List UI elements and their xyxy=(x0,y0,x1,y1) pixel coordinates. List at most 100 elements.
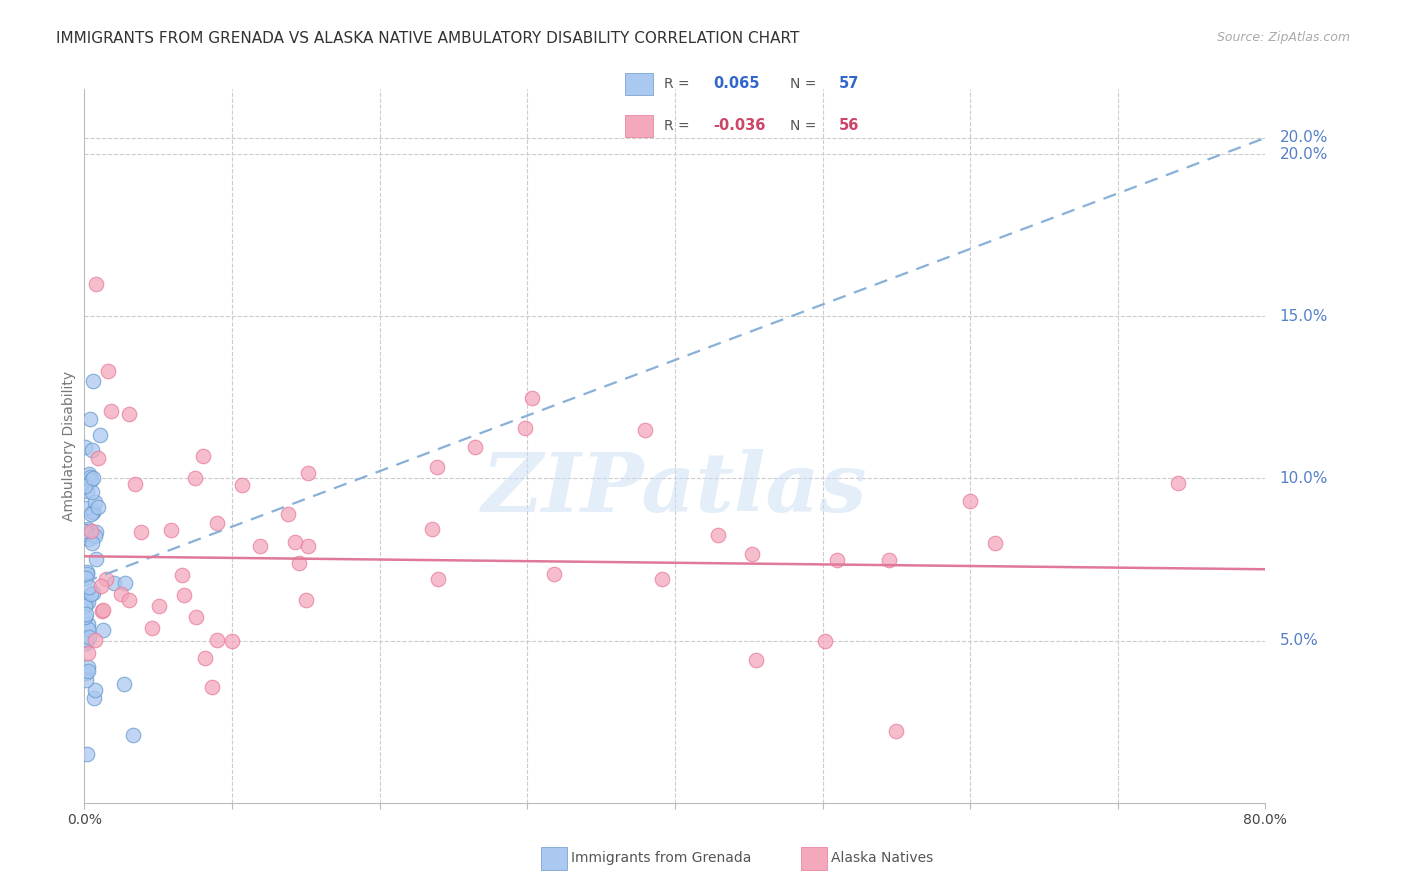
Point xyxy=(75,501,97,516)
Point xyxy=(84,494,107,508)
Point xyxy=(93,624,115,638)
Point xyxy=(76,595,98,609)
Point xyxy=(79,587,101,601)
Text: ZIPatlas: ZIPatlas xyxy=(482,449,868,529)
Point xyxy=(75,524,97,538)
Point xyxy=(94,572,117,586)
Point xyxy=(83,690,105,705)
Point xyxy=(89,427,111,442)
Point xyxy=(194,650,217,665)
Point xyxy=(427,572,450,586)
Point xyxy=(148,599,170,614)
Point xyxy=(75,609,97,624)
Point xyxy=(184,610,207,624)
Point xyxy=(100,404,122,418)
Text: 20.0%: 20.0% xyxy=(1279,146,1327,161)
Point xyxy=(201,680,224,694)
Point xyxy=(79,470,101,484)
Point xyxy=(745,653,768,667)
Bar xyxy=(626,115,652,137)
Point xyxy=(77,467,100,482)
Point xyxy=(76,566,98,581)
Point xyxy=(1167,475,1189,490)
Point xyxy=(75,673,97,687)
Point xyxy=(75,607,97,621)
Point xyxy=(93,603,115,617)
Point xyxy=(221,633,243,648)
Point xyxy=(184,471,207,485)
Point xyxy=(75,571,97,585)
Point xyxy=(420,522,443,536)
Point xyxy=(76,616,98,631)
Point xyxy=(76,590,98,604)
Point xyxy=(118,407,141,421)
Point xyxy=(141,621,163,635)
Point xyxy=(124,476,146,491)
Point xyxy=(825,552,848,566)
Point xyxy=(170,568,193,582)
Text: 5.0%: 5.0% xyxy=(1279,633,1319,648)
Point xyxy=(877,553,900,567)
Point xyxy=(80,484,103,499)
Point xyxy=(80,524,103,538)
Point xyxy=(84,552,107,566)
Point xyxy=(97,364,120,378)
Point xyxy=(83,682,105,697)
Point xyxy=(77,580,100,594)
Point xyxy=(76,483,98,498)
Point xyxy=(91,604,114,618)
Point xyxy=(75,479,97,493)
Point xyxy=(75,524,97,539)
Point xyxy=(86,500,108,515)
Point xyxy=(82,586,104,600)
Point xyxy=(231,478,253,492)
Point xyxy=(76,660,98,674)
Y-axis label: Ambulatory Disability: Ambulatory Disability xyxy=(62,371,76,521)
Point xyxy=(513,421,536,435)
Point xyxy=(79,507,101,521)
Point xyxy=(75,527,97,541)
Point xyxy=(75,599,97,613)
Point xyxy=(75,524,97,539)
Point xyxy=(84,632,107,647)
Point xyxy=(205,633,228,648)
Point xyxy=(82,505,104,519)
Point xyxy=(90,579,112,593)
Text: N =: N = xyxy=(790,77,821,91)
Point xyxy=(959,494,981,508)
Point xyxy=(114,576,136,591)
Text: 15.0%: 15.0% xyxy=(1279,309,1327,324)
Point xyxy=(522,391,544,405)
Point xyxy=(634,423,657,437)
Point xyxy=(173,588,195,602)
Text: 57: 57 xyxy=(839,76,859,91)
Text: R =: R = xyxy=(664,119,693,133)
Point xyxy=(77,665,100,679)
Point xyxy=(112,677,135,691)
Point xyxy=(77,630,100,644)
Point xyxy=(543,566,565,581)
Point xyxy=(294,593,316,607)
Point xyxy=(84,524,107,539)
Text: IMMIGRANTS FROM GRENADA VS ALASKA NATIVE AMBULATORY DISABILITY CORRELATION CHART: IMMIGRANTS FROM GRENADA VS ALASKA NATIVE… xyxy=(56,31,800,46)
Point xyxy=(983,535,1005,549)
Point xyxy=(205,516,228,530)
Point xyxy=(77,533,100,547)
Point xyxy=(707,527,730,541)
Point xyxy=(79,411,101,425)
Point xyxy=(77,622,100,636)
Point xyxy=(82,505,104,519)
Point xyxy=(741,547,763,561)
Point xyxy=(886,724,908,739)
Text: Alaska Natives: Alaska Natives xyxy=(831,851,934,865)
Point xyxy=(82,471,104,485)
Text: 56: 56 xyxy=(839,119,859,134)
Point xyxy=(110,586,132,600)
Point xyxy=(129,524,152,539)
Text: 20.0%: 20.0% xyxy=(1279,130,1327,145)
Point xyxy=(80,473,103,487)
Text: Source: ZipAtlas.com: Source: ZipAtlas.com xyxy=(1216,31,1350,45)
Point xyxy=(75,440,97,454)
Point xyxy=(80,536,103,550)
Text: N =: N = xyxy=(790,119,821,133)
